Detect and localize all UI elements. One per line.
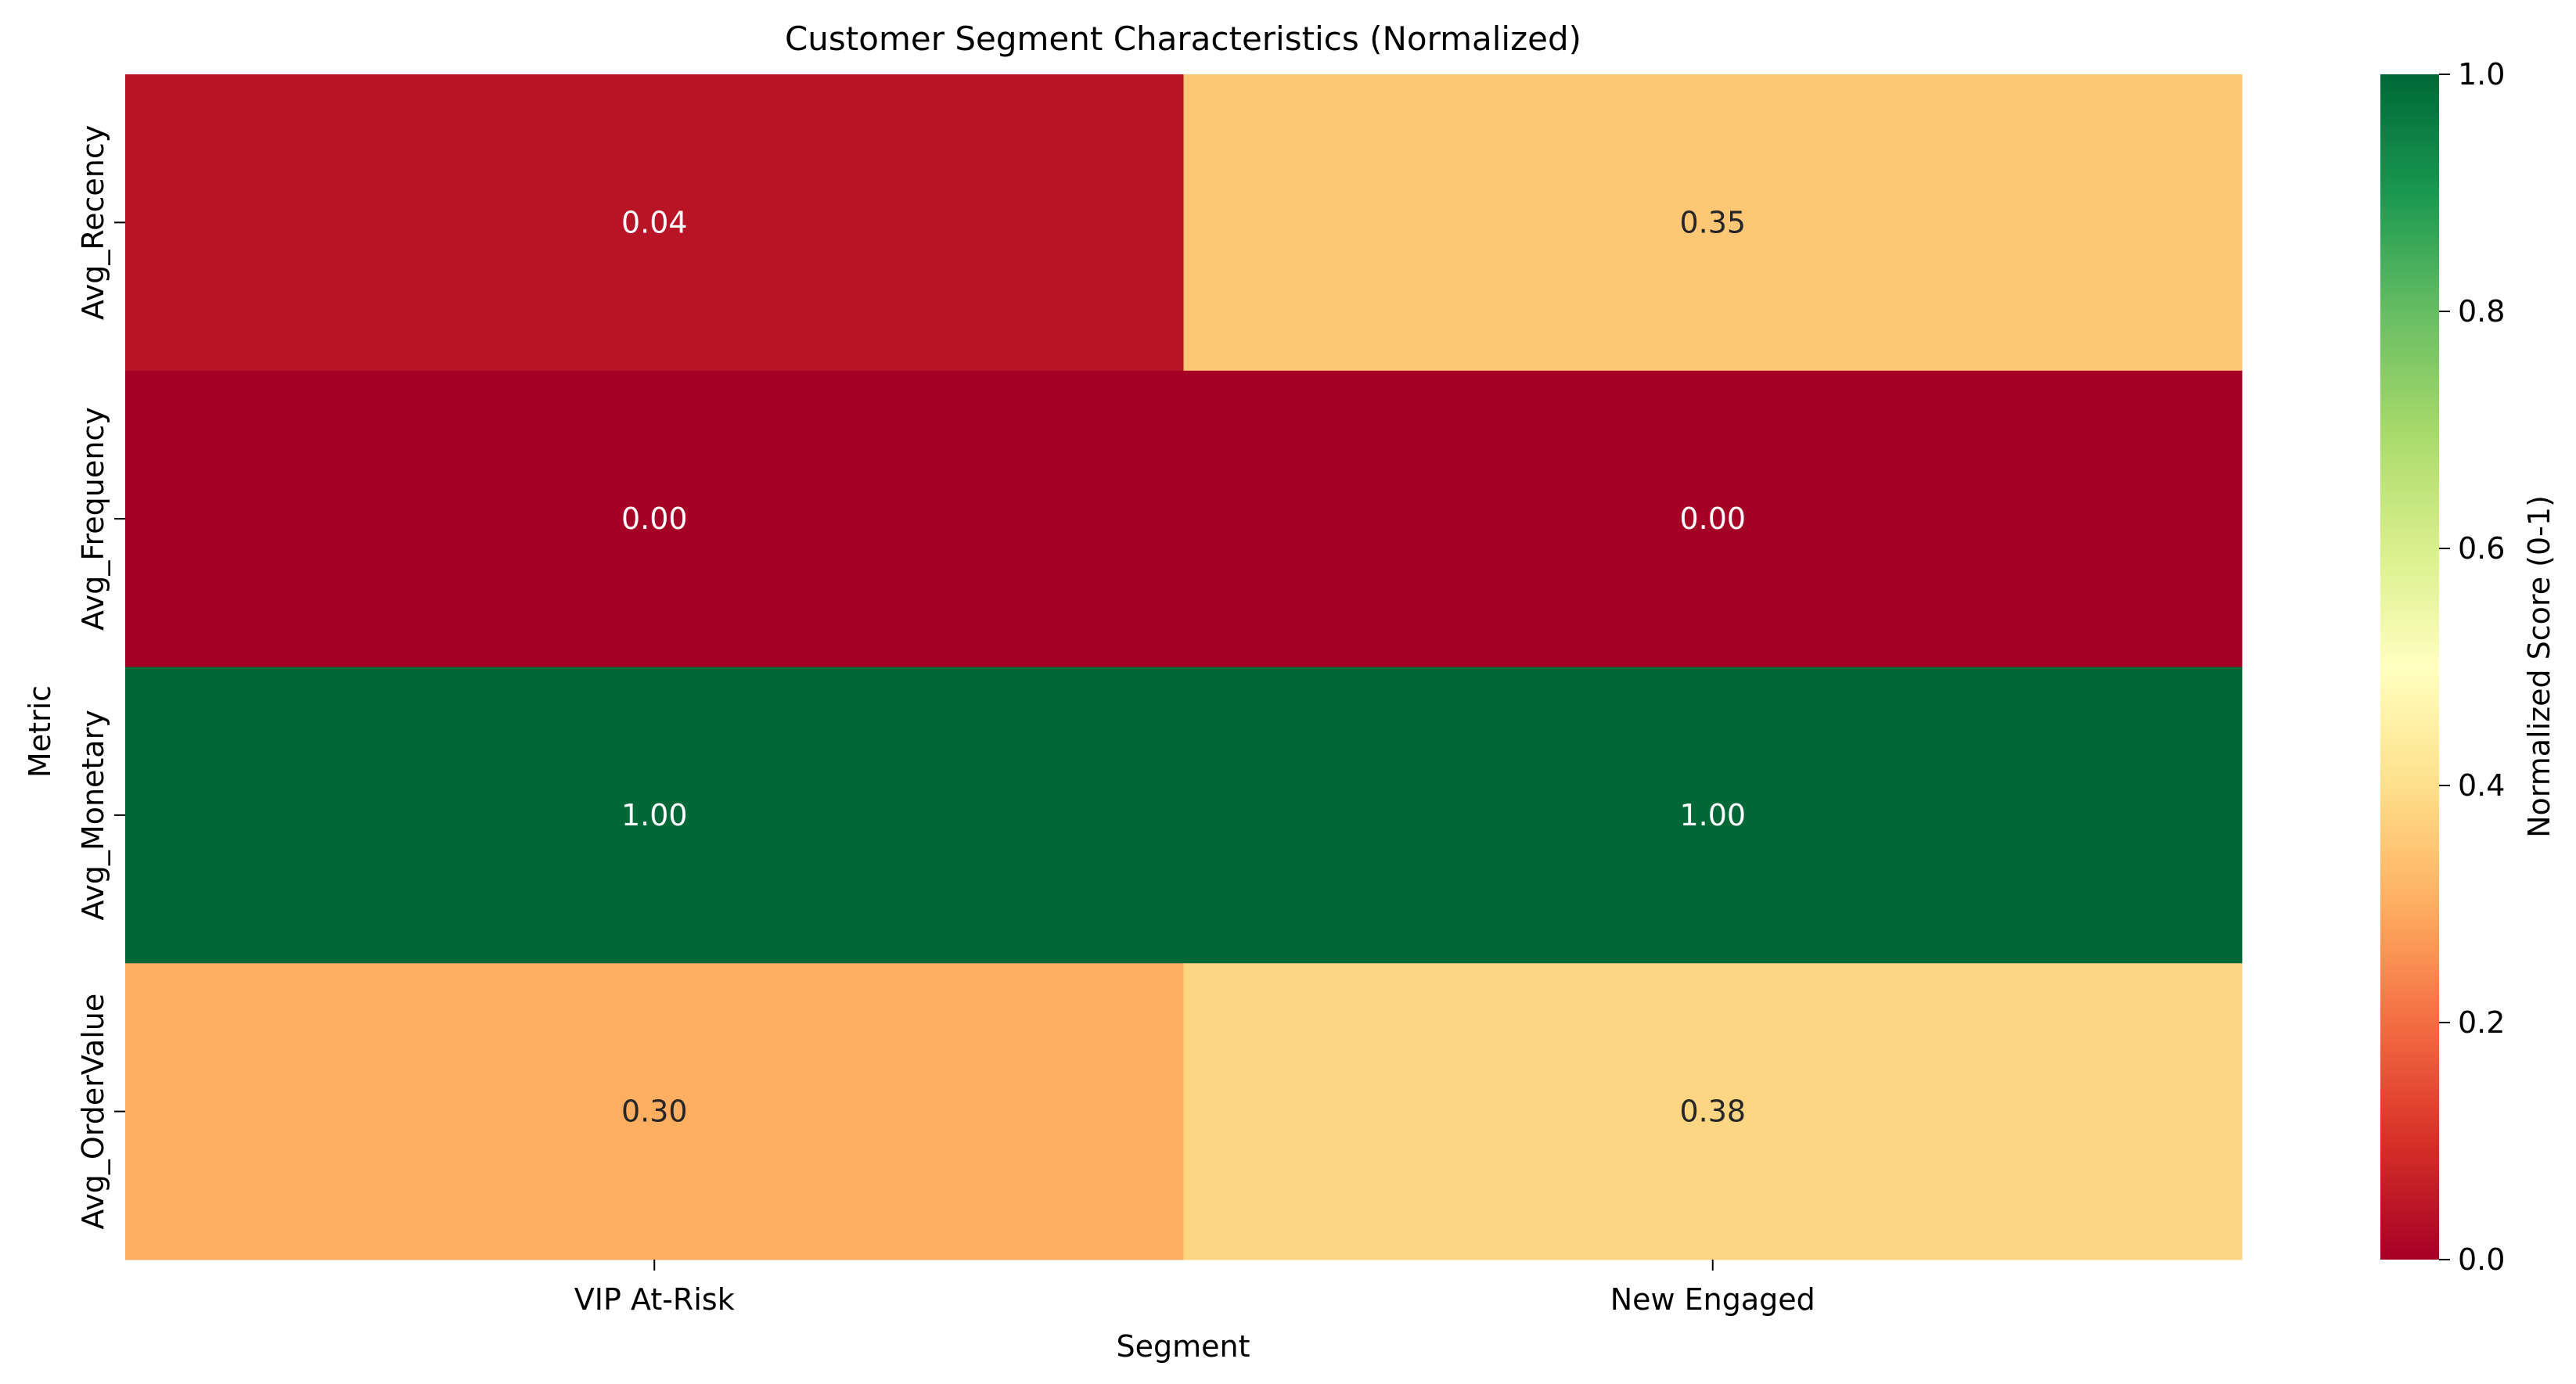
colorbar-tick-label: 0.0 (2458, 1242, 2505, 1277)
y-tick-label: Avg_Frequency (76, 407, 110, 631)
heatmap-cell (125, 667, 1184, 964)
x-tick-label: New Engaged (1610, 1282, 1815, 1317)
colorbar-tick-label: 1.0 (2458, 57, 2505, 92)
colorbar-tick-label: 0.4 (2458, 768, 2505, 803)
cell-value-label: 0.04 (621, 205, 688, 239)
heatmap-cell (125, 370, 1184, 667)
heatmap-cells (125, 74, 2243, 1260)
colorbar-ticks: 0.0 0.2 0.4 0.6 0.8 1.0 (2439, 57, 2505, 1277)
cell-value-label: 0.30 (621, 1095, 688, 1129)
heatmap-cell (125, 74, 1184, 372)
cell-value-label: 0.00 (1679, 501, 1746, 536)
colorbar: 0.0 0.2 0.4 0.6 0.8 1.0 Normalized Score (0-1… (2380, 57, 2556, 1277)
y-tick-label: Avg_Monetary (76, 710, 110, 920)
cell-value-label: 1.00 (621, 798, 688, 832)
x-axis-label: Segment (1117, 1329, 1250, 1364)
chart-title: Customer Segment Characteristics (Normal… (785, 20, 1581, 58)
colorbar-tick-label: 0.8 (2458, 294, 2505, 329)
cell-value-label: 0.35 (1679, 205, 1746, 239)
colorbar-tick-label: 0.6 (2458, 531, 2505, 566)
cell-value-label: 1.00 (1679, 798, 1746, 832)
heatmap-cell-labels: 0.04 0.35 0.00 0.00 1.00 1.00 0.30 0.38 (621, 205, 1746, 1128)
heatmap-cell (1183, 74, 2243, 372)
y-tick-label: Avg_Recency (76, 125, 110, 320)
x-axis: VIP At-Risk New Engaged (574, 1260, 1815, 1317)
x-tick-label: VIP At-Risk (574, 1282, 735, 1317)
y-axis-label: Metric (23, 685, 57, 778)
heatmap-cell (1183, 370, 2243, 667)
y-axis: Avg_Recency Avg_Frequency Avg_Monetary Avg_… (76, 125, 125, 1230)
heatmap-cell (125, 963, 1184, 1260)
heatmap-cell (1183, 963, 2243, 1260)
cell-value-label: 0.00 (621, 501, 688, 536)
y-tick-label: Avg_OrderValue (76, 994, 110, 1230)
heatmap-cell (1183, 667, 2243, 964)
cell-value-label: 0.38 (1679, 1095, 1746, 1129)
colorbar-gradient (2380, 74, 2439, 1260)
colorbar-label: Normalized Score (0-1) (2522, 495, 2556, 838)
colorbar-tick-label: 0.2 (2458, 1005, 2505, 1040)
